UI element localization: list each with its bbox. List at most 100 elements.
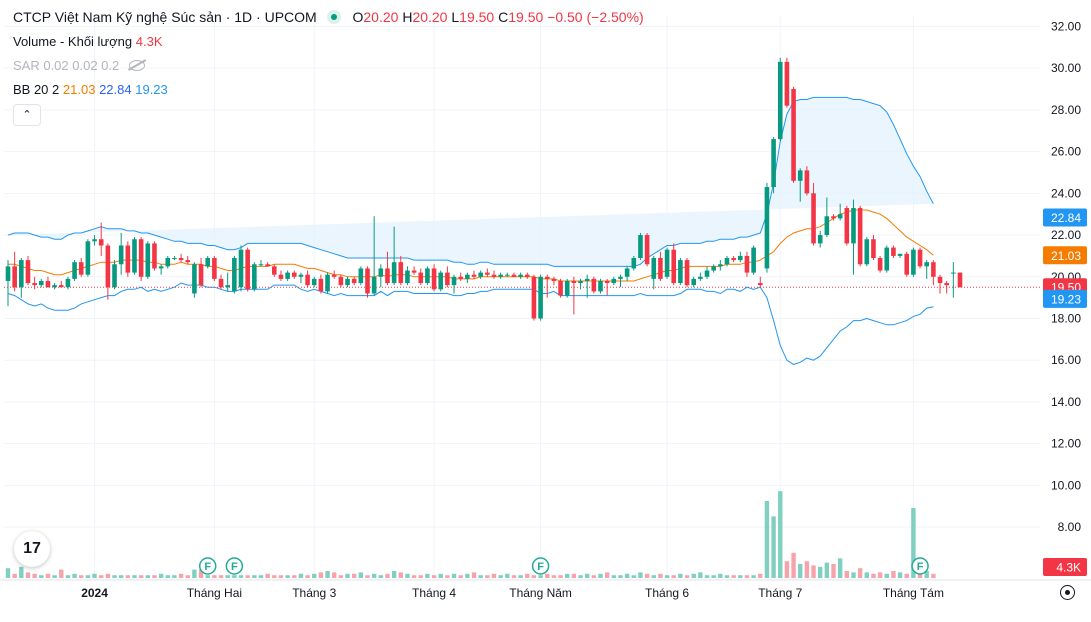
candle-body — [671, 249, 677, 284]
x-tick-label: Tháng 4 — [412, 586, 456, 600]
settings-icon[interactable] — [1060, 585, 1075, 600]
volume-bar — [431, 575, 437, 578]
volume-bar — [518, 575, 523, 578]
volume-bar — [891, 571, 896, 578]
volume-bar — [758, 573, 763, 578]
candle-body — [897, 253, 903, 256]
volume-bar — [45, 573, 51, 578]
volume-bar — [192, 569, 197, 578]
candle-body — [844, 207, 850, 244]
candle-body — [751, 247, 756, 273]
x-tick-label: 2024 — [81, 586, 108, 600]
candle-body — [431, 268, 437, 290]
candle-body — [278, 274, 284, 279]
volume-bar — [118, 575, 124, 578]
candle-body — [784, 61, 790, 106]
sar-label: SAR 0.02 0.02 0.2 — [13, 58, 120, 73]
candle-body — [265, 264, 270, 267]
volume-bar — [285, 575, 290, 578]
candle-body — [238, 249, 244, 288]
volume-bar — [784, 561, 790, 578]
candle-body — [837, 214, 843, 219]
volume-bar — [738, 575, 743, 578]
y-tick-label: 26.00 — [1051, 145, 1081, 159]
bb-legend[interactable]: BB 20 2 21.03 22.84 19.23 — [13, 82, 168, 98]
candle-body — [564, 280, 570, 296]
volume-bar — [624, 573, 630, 578]
volume-bar — [817, 566, 823, 578]
candle-body — [731, 258, 736, 261]
candle-body — [558, 280, 563, 296]
candle-body — [445, 272, 450, 286]
candle-body — [518, 274, 523, 277]
candle-body — [365, 268, 370, 294]
candle-body — [817, 235, 823, 244]
y-tick-label: 24.00 — [1051, 186, 1081, 200]
volume-bar — [804, 561, 810, 578]
symbol-title: CTCP Việt Nam Kỹ nghệ Súc sản · 1D · UPC… — [13, 9, 317, 25]
y-tick-label: 18.00 — [1051, 312, 1081, 326]
volume-bar — [385, 573, 390, 578]
volume-bar — [398, 572, 403, 578]
candle-body — [944, 283, 949, 286]
volume-value: 4.3K — [135, 34, 163, 49]
volume-legend[interactable]: Volume - Khối lượng 4.3K — [13, 34, 163, 50]
volume-bar — [138, 575, 144, 578]
candle-body — [305, 274, 310, 286]
volume-bar — [538, 575, 543, 578]
candle-body — [78, 262, 84, 275]
volume-bar — [678, 573, 683, 578]
symbol-legend[interactable]: CTCP Việt Nam Kỹ nghệ Súc sản · 1D · UPC… — [13, 9, 644, 25]
volume-bar — [744, 575, 750, 578]
volume-bar — [884, 573, 889, 578]
candle-body — [931, 262, 936, 277]
volume-bar — [485, 575, 490, 578]
volume-bar — [558, 575, 563, 578]
candle-body — [385, 268, 390, 284]
candle-body — [757, 283, 763, 286]
volume-bar — [545, 573, 550, 578]
candle-body — [638, 235, 643, 259]
volume-bar — [711, 575, 716, 578]
candle-body — [438, 272, 444, 290]
candle-body — [45, 280, 51, 288]
volume-tag — [1043, 558, 1087, 576]
volume-bar — [198, 569, 204, 578]
volume-bar — [52, 575, 57, 578]
bb-basis-line — [8, 209, 934, 282]
candle-body — [411, 270, 417, 273]
candle-body — [957, 272, 963, 288]
x-tick-label: Tháng 7 — [758, 586, 802, 600]
bb-band-fill — [8, 97, 934, 267]
candle-body — [678, 260, 683, 284]
volume-bar — [698, 572, 703, 578]
candle-body — [5, 266, 11, 281]
candle-body — [864, 239, 870, 265]
volume-bar — [904, 573, 909, 578]
candle-body — [578, 280, 583, 284]
candle-body — [325, 274, 330, 292]
volume-bar — [292, 575, 297, 578]
candle-body — [804, 170, 810, 194]
volume-bar — [212, 575, 217, 578]
candle-body — [651, 258, 657, 279]
candle-body — [112, 264, 117, 288]
candle-body — [917, 249, 923, 267]
volume-bar — [205, 575, 210, 578]
candle-body — [205, 258, 211, 267]
candle-body — [378, 268, 384, 277]
price-change: −0.50 (−2.50%) — [547, 9, 644, 25]
candle-body — [871, 239, 876, 259]
collapse-legend-button[interactable]: ⌃ — [13, 104, 41, 126]
bb-upper-price-tag-text: 22.84 — [1051, 211, 1081, 225]
volume-bar — [278, 575, 284, 578]
volume-bar — [365, 575, 370, 578]
sar-legend[interactable]: SAR 0.02 0.02 0.2 — [13, 58, 145, 74]
candle-body — [698, 276, 703, 279]
eye-off-icon[interactable] — [128, 60, 145, 71]
candle-body — [538, 276, 543, 319]
event-label: F — [537, 561, 544, 573]
tradingview-logo[interactable]: 17 — [14, 531, 50, 567]
candle-body — [145, 243, 151, 277]
